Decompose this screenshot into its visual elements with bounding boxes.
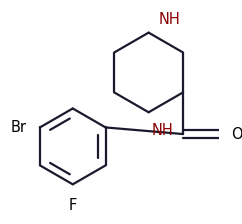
Text: O: O [231, 127, 242, 142]
Text: F: F [69, 198, 77, 213]
Text: Br: Br [11, 120, 27, 135]
Text: NH: NH [152, 123, 174, 138]
Text: NH: NH [159, 12, 181, 27]
